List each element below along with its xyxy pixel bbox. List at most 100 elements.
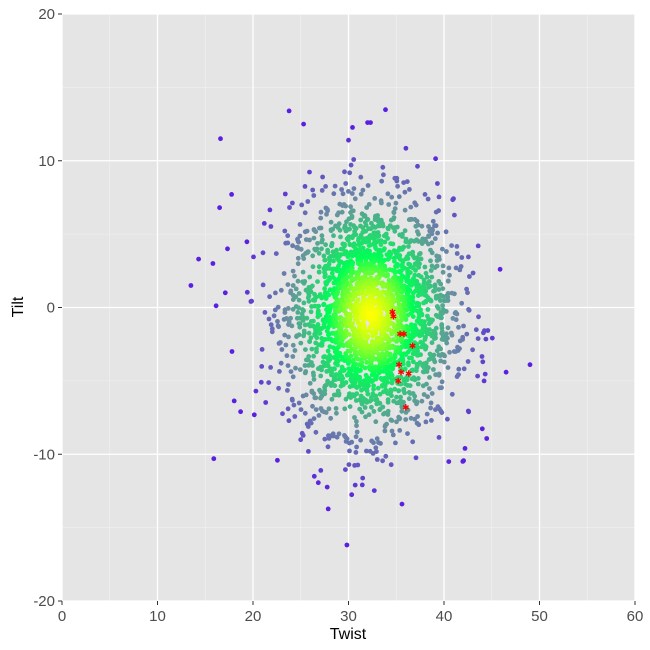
data-point — [439, 379, 445, 385]
data-point — [412, 398, 417, 404]
data-point — [306, 330, 312, 336]
data-point — [286, 382, 291, 387]
data-point — [370, 391, 376, 397]
data-point — [342, 406, 348, 412]
data-point — [276, 385, 281, 391]
data-point — [334, 247, 339, 253]
data-point — [341, 343, 346, 348]
asterisk-stroke — [395, 378, 402, 384]
data-point — [323, 296, 329, 301]
data-point — [352, 415, 357, 420]
data-point — [437, 385, 443, 391]
data-point — [290, 354, 296, 359]
data-point — [308, 335, 314, 341]
data-point — [298, 246, 304, 252]
data-point — [416, 272, 422, 278]
data-point — [318, 373, 324, 379]
data-point — [266, 316, 272, 322]
data-point — [375, 385, 381, 391]
data-point — [405, 312, 411, 318]
data-point — [309, 346, 315, 352]
data-point — [302, 279, 308, 284]
data-point — [427, 327, 432, 332]
data-point — [314, 346, 319, 352]
x-tick-label: 10 — [149, 608, 166, 625]
data-point — [342, 433, 347, 438]
data-point — [347, 170, 353, 176]
data-point — [322, 436, 328, 442]
data-point — [349, 492, 355, 498]
data-point — [291, 402, 297, 408]
data-point — [393, 200, 399, 206]
data-point — [380, 164, 386, 170]
data-point — [402, 228, 408, 234]
data-point — [350, 125, 355, 130]
data-point — [424, 330, 429, 336]
data-point — [318, 468, 324, 473]
data-point — [348, 162, 354, 168]
data-point — [427, 228, 433, 234]
data-point — [343, 467, 348, 472]
data-point — [314, 246, 320, 252]
data-point — [358, 174, 364, 180]
data-point — [391, 337, 396, 342]
data-point — [339, 187, 344, 192]
data-point — [327, 277, 332, 282]
data-point — [298, 407, 304, 412]
data-point — [410, 439, 416, 445]
data-point — [373, 419, 379, 425]
data-point — [285, 233, 291, 239]
data-point — [429, 391, 435, 396]
y-tick-label: 20 — [38, 6, 55, 23]
data-point — [297, 233, 303, 239]
data-point — [434, 253, 440, 259]
data-point — [433, 156, 438, 162]
asterisk-stroke — [397, 369, 405, 375]
data-point — [444, 293, 450, 299]
data-point — [346, 332, 352, 337]
data-point — [369, 438, 375, 444]
data-point — [466, 307, 471, 312]
data-point — [385, 408, 391, 414]
data-point — [473, 327, 479, 333]
data-point — [297, 222, 303, 227]
data-point — [295, 310, 301, 315]
data-point — [406, 360, 411, 366]
data-point — [399, 501, 405, 507]
data-point — [414, 361, 420, 367]
data-point — [403, 417, 409, 422]
data-point — [355, 297, 361, 303]
data-point — [318, 406, 324, 411]
data-point — [385, 313, 390, 318]
data-point — [323, 410, 329, 415]
data-point — [452, 310, 458, 316]
data-point — [253, 388, 259, 394]
data-point — [301, 300, 307, 306]
data-point — [334, 291, 340, 297]
data-point — [359, 290, 364, 296]
data-point — [337, 285, 342, 291]
data-point — [380, 404, 386, 410]
data-point — [436, 194, 442, 200]
x-tick-label: 60 — [627, 608, 644, 625]
data-point — [425, 307, 431, 312]
data-point — [363, 372, 369, 378]
data-point — [443, 229, 449, 235]
data-point — [403, 338, 409, 344]
data-point — [428, 400, 434, 406]
data-point — [316, 264, 322, 270]
data-point — [296, 291, 302, 296]
data-point — [419, 398, 425, 404]
data-point — [296, 297, 302, 303]
data-point — [188, 283, 194, 288]
data-point — [358, 217, 364, 223]
data-point — [211, 456, 217, 462]
data-point — [339, 209, 345, 215]
data-point — [343, 203, 348, 209]
data-point — [282, 191, 288, 197]
data-point — [406, 390, 412, 395]
data-point — [353, 286, 359, 292]
data-point — [290, 243, 295, 249]
data-point — [354, 423, 359, 429]
